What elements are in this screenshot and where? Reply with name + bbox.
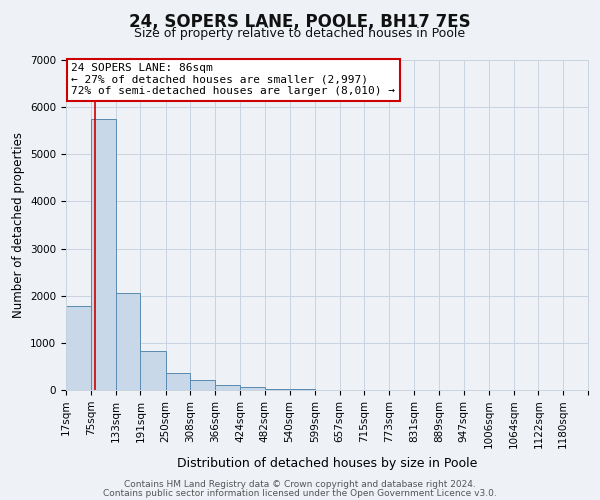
Bar	[190, 380, 215, 390]
Text: Contains HM Land Registry data © Crown copyright and database right 2024.: Contains HM Land Registry data © Crown c…	[124, 480, 476, 489]
Y-axis label: Number of detached properties: Number of detached properties	[11, 132, 25, 318]
Bar	[265, 388, 290, 390]
Bar	[91, 119, 116, 390]
Bar	[215, 385, 240, 390]
X-axis label: Distribution of detached houses by size in Poole: Distribution of detached houses by size …	[177, 457, 477, 470]
Bar	[290, 389, 315, 390]
Text: 24, SOPERS LANE, POOLE, BH17 7ES: 24, SOPERS LANE, POOLE, BH17 7ES	[129, 12, 471, 30]
Bar	[116, 294, 140, 390]
Text: Contains public sector information licensed under the Open Government Licence v3: Contains public sector information licen…	[103, 488, 497, 498]
Text: 24 SOPERS LANE: 86sqm
← 27% of detached houses are smaller (2,997)
72% of semi-d: 24 SOPERS LANE: 86sqm ← 27% of detached …	[71, 64, 395, 96]
Bar	[166, 372, 190, 390]
Bar	[140, 351, 166, 390]
Bar	[66, 306, 91, 390]
Bar	[240, 388, 265, 390]
Text: Size of property relative to detached houses in Poole: Size of property relative to detached ho…	[134, 28, 466, 40]
